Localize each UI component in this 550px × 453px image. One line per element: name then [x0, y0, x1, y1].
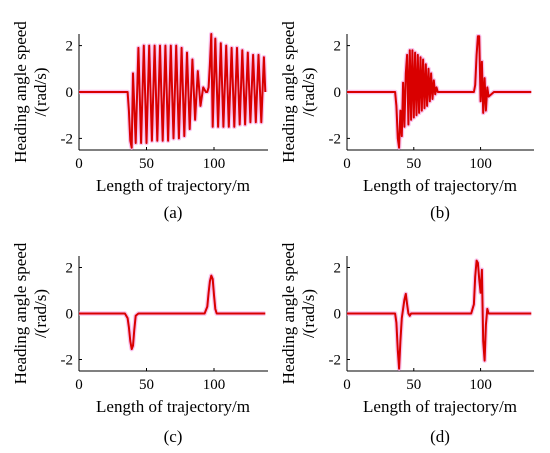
panel-3-ylabel-line2: /(rad/s): [31, 289, 50, 338]
panel-4-series-halo: [347, 258, 532, 371]
panel-4-ylabel-line1: Heading angle speed: [279, 242, 298, 384]
panel-4-y-tick-label: 2: [334, 261, 342, 277]
panel-3-y-tick-label: 2: [66, 261, 74, 277]
panel-3-series-halo: [79, 273, 266, 352]
panel-1-y-tick-label: -2: [61, 131, 74, 147]
panel-1-series-line: [79, 33, 267, 149]
panel-3-y-tick-label: 0: [66, 307, 74, 323]
panel-4-x-tick-label: 100: [469, 377, 492, 393]
panel-1-x-tick-label: 50: [139, 156, 154, 172]
panel-1-caption: (a): [164, 203, 183, 222]
panel-3-x-tick-label: 50: [139, 377, 154, 393]
panel-3-xlabel: Length of trajectory/m: [96, 397, 250, 416]
panel-2-x-tick-label: 50: [406, 156, 421, 172]
panel-1-x-tick-label: 0: [75, 156, 83, 172]
panel-2-y-tick-label: -2: [329, 131, 342, 147]
panel-3-y-tick-label: -2: [61, 353, 74, 369]
panel-1-x-tick-label: 100: [203, 156, 226, 172]
panel-3-series-line: [79, 274, 266, 351]
panel-4-x-tick-label: 0: [343, 377, 351, 393]
panel-3-x-tick-label: 100: [203, 377, 226, 393]
panel-3-x-tick-label: 0: [75, 377, 83, 393]
panel-2-y-tick-label: 2: [334, 39, 342, 55]
panel-2-caption: (b): [430, 203, 450, 222]
panel-2-x-tick-label: 100: [469, 156, 492, 172]
panel-4-y-tick-label: 0: [334, 307, 342, 323]
panel-4-y-tick-label: -2: [329, 353, 342, 369]
panel-1-ylabel-line2: /(rad/s): [31, 67, 50, 116]
panel-4-ylabel-line2: /(rad/s): [299, 289, 318, 338]
panel-2-x-tick-label: 0: [343, 156, 351, 172]
panel-3-ylabel-line1: Heading angle speed: [11, 242, 30, 384]
panel-1-xlabel: Length of trajectory/m: [96, 176, 250, 195]
panel-2-series-line: [347, 35, 532, 149]
panel-4-caption: (d): [430, 427, 450, 446]
panel-2-y-tick-label: 0: [334, 85, 342, 101]
panel-2-ylabel-line1: Heading angle speed: [279, 21, 298, 163]
panel-1-ylabel-line1: Heading angle speed: [11, 21, 30, 163]
panel-1-y-tick-label: 2: [66, 39, 74, 55]
panel-4-series-line: [347, 259, 532, 370]
panel-2-ylabel-line2: /(rad/s): [299, 67, 318, 116]
panel-4-xlabel: Length of trajectory/m: [363, 397, 517, 416]
panel-1-y-tick-label: 0: [66, 85, 74, 101]
panel-2-xlabel: Length of trajectory/m: [363, 176, 517, 195]
panel-3-caption: (c): [164, 427, 183, 446]
panel-4-x-tick-label: 50: [406, 377, 421, 393]
